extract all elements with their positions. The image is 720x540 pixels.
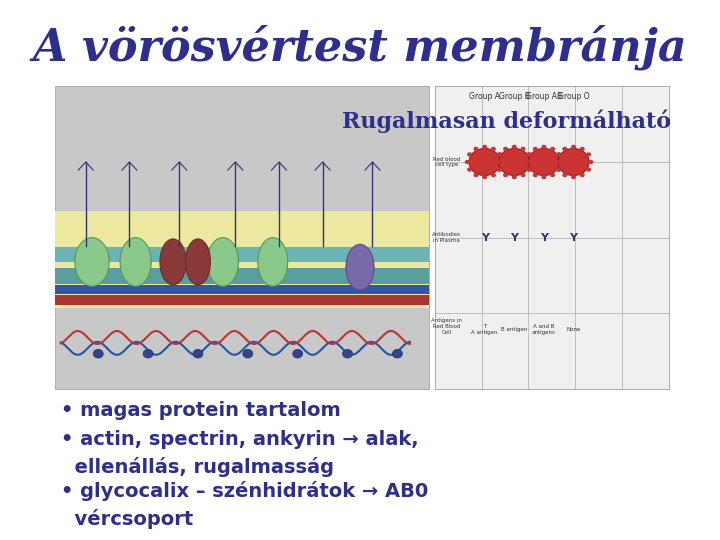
Circle shape	[491, 173, 496, 177]
Circle shape	[554, 160, 559, 164]
Ellipse shape	[160, 239, 186, 285]
Text: A and B
antigens: A and B antigens	[532, 324, 556, 335]
Circle shape	[467, 152, 472, 157]
Circle shape	[562, 147, 567, 151]
Circle shape	[500, 160, 505, 164]
Circle shape	[527, 152, 532, 157]
Circle shape	[482, 175, 487, 179]
Circle shape	[491, 147, 496, 151]
Circle shape	[521, 173, 526, 177]
Circle shape	[193, 349, 203, 358]
Text: • magas protein tartalom: • magas protein tartalom	[60, 401, 341, 420]
Circle shape	[533, 147, 538, 151]
Ellipse shape	[346, 244, 374, 291]
Circle shape	[498, 152, 503, 157]
Circle shape	[557, 152, 562, 157]
Text: Rugalmasan deformálható: Rugalmasan deformálható	[342, 110, 671, 133]
Circle shape	[559, 160, 564, 164]
Circle shape	[528, 148, 559, 176]
FancyBboxPatch shape	[55, 285, 428, 294]
Circle shape	[521, 147, 526, 151]
Text: Y: Y	[510, 233, 518, 242]
Circle shape	[524, 160, 529, 164]
Ellipse shape	[75, 238, 109, 286]
Circle shape	[474, 147, 479, 151]
Text: Y: Y	[570, 233, 577, 242]
Text: Antibodies
in Plasma: Antibodies in Plasma	[432, 232, 461, 243]
Circle shape	[293, 349, 302, 358]
FancyBboxPatch shape	[55, 268, 428, 284]
Text: Group B: Group B	[499, 92, 530, 100]
Text: • glycocalix – szénhidrátok → AB0
  vércsoport: • glycocalix – szénhidrátok → AB0 vércso…	[60, 481, 428, 529]
Circle shape	[512, 175, 517, 179]
Circle shape	[499, 148, 530, 176]
FancyBboxPatch shape	[55, 247, 428, 262]
Circle shape	[558, 148, 589, 176]
Circle shape	[392, 349, 402, 358]
Circle shape	[580, 147, 585, 151]
Circle shape	[562, 173, 567, 177]
Circle shape	[464, 160, 469, 164]
FancyBboxPatch shape	[55, 86, 428, 389]
Circle shape	[497, 167, 502, 172]
Circle shape	[557, 167, 562, 172]
Text: Antigens in
Red Blood
Cell: Antigens in Red Blood Cell	[431, 319, 462, 335]
Text: B antigen: B antigen	[501, 327, 528, 332]
Ellipse shape	[258, 238, 288, 286]
Circle shape	[550, 147, 555, 151]
Text: Group AB: Group AB	[526, 92, 562, 100]
FancyBboxPatch shape	[55, 211, 428, 308]
FancyBboxPatch shape	[435, 86, 668, 389]
Circle shape	[586, 152, 591, 157]
Text: Y: Y	[481, 233, 489, 242]
Circle shape	[580, 173, 585, 177]
Circle shape	[482, 145, 487, 149]
Circle shape	[143, 349, 153, 358]
Circle shape	[512, 145, 517, 149]
Circle shape	[343, 349, 353, 358]
Text: Group A: Group A	[469, 92, 500, 100]
Ellipse shape	[207, 238, 238, 286]
Circle shape	[533, 173, 538, 177]
Circle shape	[474, 173, 479, 177]
Text: Y: Y	[540, 233, 548, 242]
Circle shape	[495, 160, 500, 164]
Text: Group O: Group O	[558, 92, 589, 100]
Text: Red blood
cell type: Red blood cell type	[433, 157, 460, 167]
Circle shape	[503, 147, 508, 151]
Circle shape	[556, 167, 561, 172]
Circle shape	[527, 167, 532, 172]
Circle shape	[467, 167, 472, 172]
Circle shape	[529, 160, 534, 164]
Circle shape	[588, 160, 593, 164]
Circle shape	[541, 145, 546, 149]
Circle shape	[556, 152, 561, 157]
Circle shape	[243, 349, 253, 358]
Circle shape	[503, 173, 508, 177]
Circle shape	[571, 175, 576, 179]
Circle shape	[497, 152, 502, 157]
Circle shape	[586, 167, 591, 172]
Circle shape	[541, 175, 546, 179]
Text: T
A antigen: T A antigen	[472, 324, 498, 335]
Circle shape	[571, 145, 576, 149]
Circle shape	[498, 167, 503, 172]
Text: • actin, spectrin, ankyrin → alak,
  ellenállás, rugalmasság: • actin, spectrin, ankyrin → alak, ellen…	[60, 430, 418, 477]
Circle shape	[469, 148, 500, 176]
Circle shape	[526, 167, 531, 172]
FancyBboxPatch shape	[55, 295, 428, 305]
Text: A vörösvértest membránja: A vörösvértest membránja	[32, 24, 688, 70]
Circle shape	[526, 152, 531, 157]
Ellipse shape	[120, 238, 151, 286]
Circle shape	[94, 349, 103, 358]
Text: None: None	[567, 327, 581, 332]
Circle shape	[550, 173, 555, 177]
Ellipse shape	[186, 239, 210, 285]
